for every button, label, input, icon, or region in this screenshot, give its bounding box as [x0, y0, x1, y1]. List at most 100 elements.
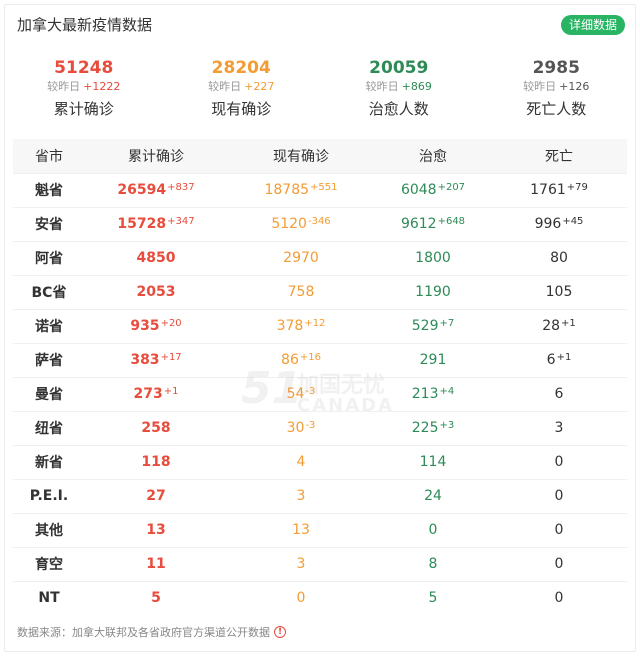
table-row: 魁省 26594+837 18785+551 6048+207 1761+79	[13, 172, 627, 207]
cell-current-confirmed: 30-3	[227, 410, 375, 445]
cell-current-confirmed: 3	[227, 478, 375, 513]
cell-province: 阿省	[13, 240, 85, 275]
summary-recovered: 20059 较昨日 +869 治愈人数	[320, 57, 478, 137]
cell-recovered: 529+7	[375, 308, 491, 343]
cell-delta: +551	[310, 182, 338, 193]
cell-recovered: 9612+648	[375, 206, 491, 241]
cell-province: 曼省	[13, 376, 85, 411]
data-source-text: 数据来源：加拿大联邦及各省政府官方渠道公开数据	[17, 626, 270, 639]
summary-label: 现有确诊	[211, 100, 272, 118]
cell-total-confirmed: 4850	[85, 240, 227, 275]
cell-delta: +12	[304, 318, 326, 329]
col-header-deaths: 死亡	[491, 139, 627, 173]
cell-delta: +45	[562, 216, 584, 227]
cell-current-confirmed: 5120-346	[227, 206, 375, 241]
summary-value: 28204	[211, 58, 271, 78]
summary-delta: 较昨日 +1222	[47, 80, 121, 93]
summary-current-confirmed: 28204 较昨日 +227 现有确诊	[163, 57, 321, 137]
summary-value: 51248	[54, 58, 114, 78]
cell-deaths: 996+45	[491, 206, 627, 241]
cell-delta: +16	[299, 352, 321, 363]
cell-deaths: 0	[491, 546, 627, 581]
cell-total-confirmed: 15728+347	[85, 206, 227, 241]
table-row: 安省 15728+347 5120-346 9612+648 996+45	[13, 206, 627, 241]
cell-recovered: 213+4	[375, 376, 491, 411]
summary-label: 累计确诊	[53, 100, 114, 118]
summary-stats: 51248 较昨日 +1222 累计确诊 28204 较昨日 +227 现有确诊 2…	[5, 57, 635, 137]
cell-total-confirmed: 2053	[85, 274, 227, 309]
table-header-row: 省市 累计确诊 现有确诊 治愈 死亡	[13, 139, 627, 173]
table-row: BC省 2053 758 1190 105	[13, 274, 627, 309]
cell-province: NT	[13, 580, 85, 615]
cell-delta: +3	[439, 420, 455, 431]
cell-delta: +648	[437, 216, 466, 227]
cell-current-confirmed: 378+12	[227, 308, 375, 343]
cell-recovered: 225+3	[375, 410, 491, 445]
cell-recovered: 8	[375, 546, 491, 581]
cell-current-confirmed: 4	[227, 444, 375, 479]
cell-province: 诺省	[13, 308, 85, 343]
cell-current-confirmed: 3	[227, 546, 375, 581]
cell-province: BC省	[13, 274, 85, 309]
cell-province: 新省	[13, 444, 85, 479]
cell-deaths: 0	[491, 512, 627, 547]
col-header-province: 省市	[13, 139, 85, 173]
summary-value: 20059	[369, 58, 429, 78]
cell-province: 育空	[13, 546, 85, 581]
cell-delta: +4	[439, 386, 455, 397]
cell-total-confirmed: 27	[85, 478, 227, 513]
cell-deaths: 0	[491, 444, 627, 479]
summary-delta: 较昨日 +227	[208, 80, 275, 93]
cell-total-confirmed: 935+20	[85, 308, 227, 343]
cell-delta: -346	[307, 216, 331, 227]
cell-current-confirmed: 86+16	[227, 342, 375, 377]
col-header-total-confirmed: 累计确诊	[85, 139, 227, 173]
summary-value: 2985	[532, 58, 580, 78]
card-title: 加拿大最新疫情数据	[17, 16, 153, 34]
cell-delta: -3	[305, 386, 316, 397]
covid-data-card: 加拿大最新疫情数据 详细数据 51248 较昨日 +1222 累计确诊 28204…	[4, 4, 636, 652]
cell-current-confirmed: 54-3	[227, 376, 375, 411]
cell-delta: +17	[160, 352, 182, 363]
summary-delta: 较昨日 +869	[365, 80, 432, 93]
info-icon[interactable]: !	[274, 626, 286, 638]
cell-recovered: 114	[375, 444, 491, 479]
cell-total-confirmed: 26594+837	[85, 172, 227, 207]
cell-recovered: 1800	[375, 240, 491, 275]
table-row: 萨省 383+17 86+16 291 6+1	[13, 342, 627, 377]
cell-recovered: 24	[375, 478, 491, 513]
cell-recovered: 291	[375, 342, 491, 377]
cell-deaths: 105	[491, 274, 627, 309]
cell-province: 安省	[13, 206, 85, 241]
cell-recovered: 6048+207	[375, 172, 491, 207]
cell-deaths: 1761+79	[491, 172, 627, 207]
cell-deaths: 6+1	[491, 342, 627, 377]
detail-data-button[interactable]: 详细数据	[560, 15, 625, 35]
cell-delta: +1	[556, 352, 572, 363]
cell-total-confirmed: 13	[85, 512, 227, 547]
cell-delta: +1	[561, 318, 576, 329]
cell-delta: +207	[437, 182, 466, 193]
cell-delta: +837	[167, 182, 195, 193]
cell-deaths: 80	[491, 240, 627, 275]
cell-recovered: 0	[375, 512, 491, 547]
cell-current-confirmed: 758	[227, 274, 375, 309]
card-header: 加拿大最新疫情数据 详细数据	[5, 5, 635, 45]
cell-total-confirmed: 383+17	[85, 342, 227, 377]
cell-total-confirmed: 258	[85, 410, 227, 445]
cell-current-confirmed: 0	[227, 580, 375, 615]
table-row: 新省 118 4 114 0	[13, 444, 627, 479]
cell-deaths: 6	[491, 376, 627, 411]
cell-province: 纽省	[13, 410, 85, 445]
summary-label: 死亡人数	[526, 100, 587, 118]
table-row: NT 5 0 5 0	[13, 580, 627, 615]
table-row: 曼省 273+1 54-3 213+4 6	[13, 376, 627, 411]
summary-delta: 较昨日 +126	[523, 80, 590, 93]
cell-delta: +79	[566, 182, 588, 193]
col-header-current-confirmed: 现有确诊	[227, 139, 375, 173]
cell-total-confirmed: 118	[85, 444, 227, 479]
cell-delta: -3	[305, 420, 316, 431]
cell-total-confirmed: 5	[85, 580, 227, 615]
cell-delta: +347	[167, 216, 195, 227]
table-row: 纽省 258 30-3 225+3 3	[13, 410, 627, 445]
